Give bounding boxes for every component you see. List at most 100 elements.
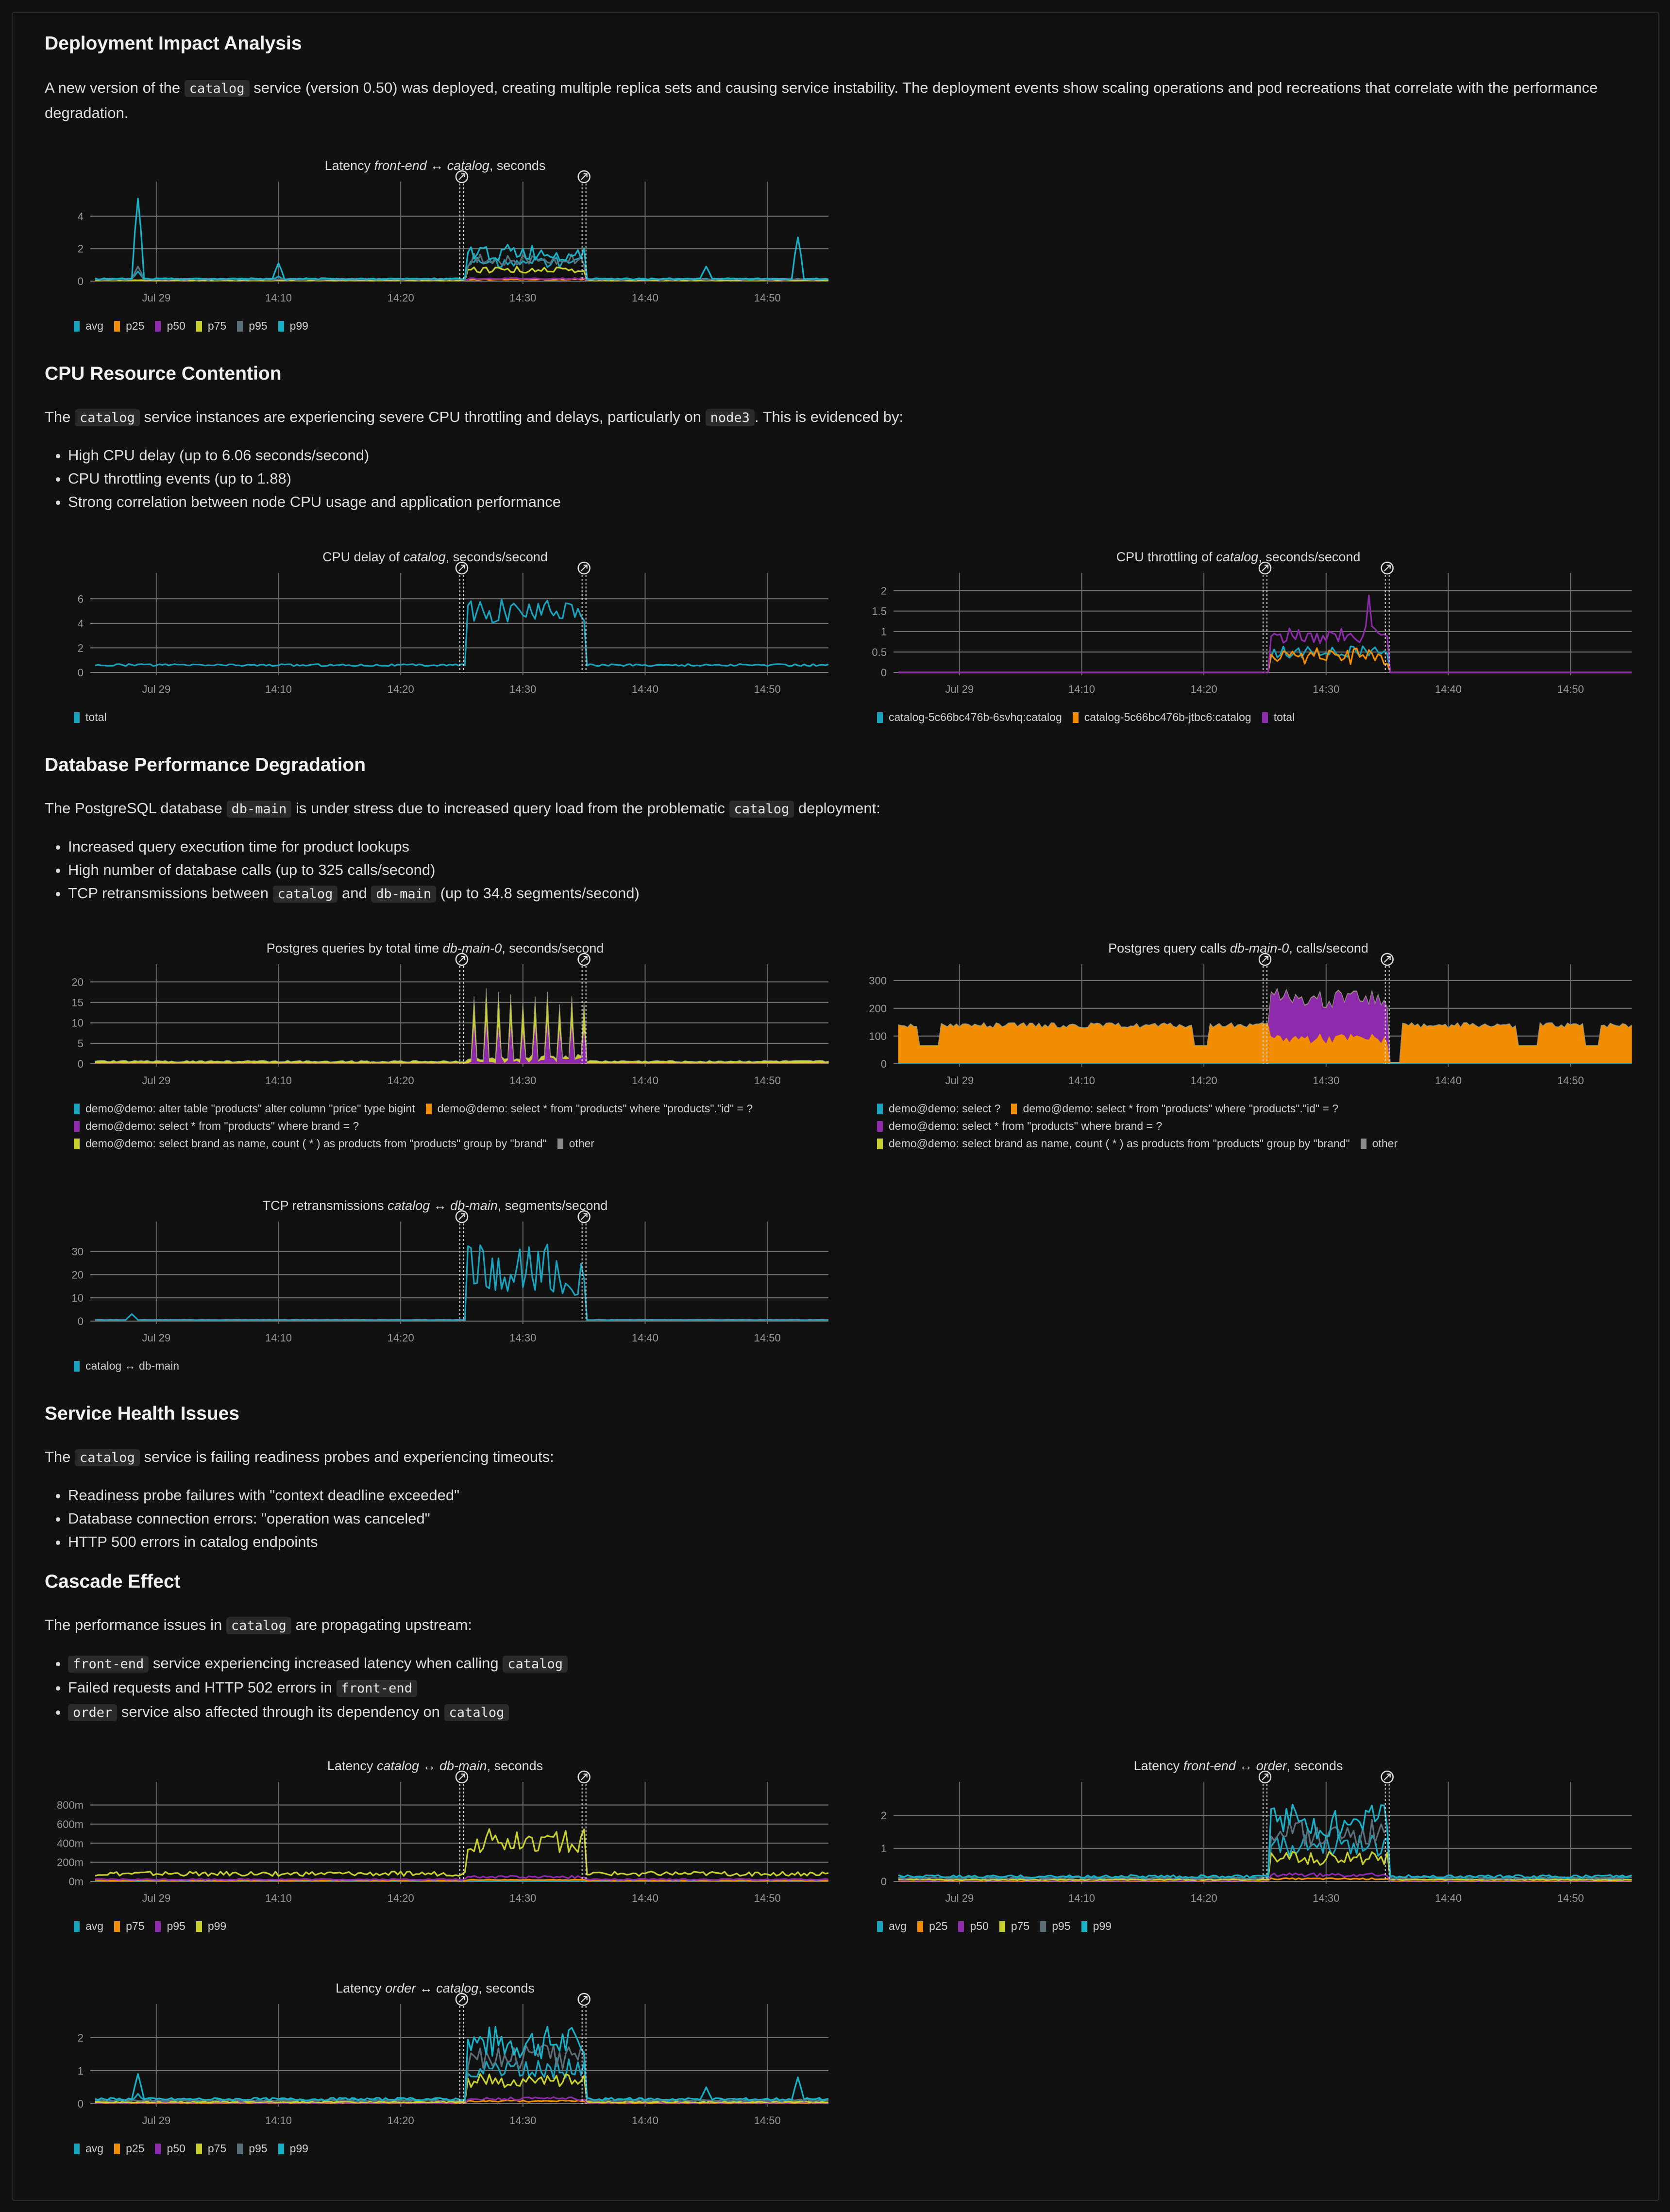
legend-swatch bbox=[1081, 1921, 1087, 1932]
legend-item[interactable]: other bbox=[1360, 1135, 1398, 1152]
legend-item[interactable]: p95 bbox=[237, 2140, 268, 2157]
deploy-event-icon[interactable] bbox=[455, 561, 469, 575]
legend-item[interactable]: total bbox=[74, 708, 106, 726]
legend-item[interactable]: p75 bbox=[114, 1917, 144, 1935]
chart-svg: 0 100 200 300 Jul 29 14:10 14:20 14:30 14:40 14:5… bbox=[869, 953, 1632, 1087]
legend-item[interactable]: other bbox=[557, 1135, 594, 1152]
deploy-event-icon[interactable] bbox=[1381, 1770, 1394, 1784]
x-tick-label: 14:20 bbox=[388, 292, 414, 304]
legend-swatch bbox=[877, 1121, 883, 1132]
chart-title: CPU delay of catalog, seconds/second bbox=[322, 550, 548, 564]
deploy-event-icon[interactable] bbox=[1381, 953, 1394, 966]
deploy-event-icon[interactable] bbox=[577, 561, 590, 575]
legend-item[interactable]: p95 bbox=[155, 1917, 186, 1935]
cascade-paragraph: The performance issues in catalog are pr… bbox=[45, 1616, 472, 1634]
legend-item[interactable]: p50 bbox=[155, 2140, 186, 2157]
x-tick-label: Jul 29 bbox=[945, 1892, 974, 1904]
legend-item[interactable]: avg bbox=[74, 1917, 103, 1935]
legend-label: demo@demo: select brand as name, count (… bbox=[85, 1137, 547, 1150]
deployment-paragraph: A new version of the catalog service (ve… bbox=[45, 79, 1598, 121]
code-catalog: catalog bbox=[503, 1656, 568, 1673]
x-tick-label: 14:50 bbox=[754, 1074, 781, 1087]
series-line bbox=[898, 1804, 1632, 1879]
legend-item[interactable]: total bbox=[1262, 708, 1295, 726]
deploy-event-icon[interactable] bbox=[577, 170, 590, 184]
chart-legend: demo@demo: alter table "products" alter … bbox=[74, 1100, 822, 1152]
legend-label: p25 bbox=[126, 319, 145, 332]
legend-item[interactable]: p95 bbox=[237, 317, 268, 335]
legend-item[interactable]: avg bbox=[74, 317, 103, 335]
deploy-event-icon[interactable] bbox=[1258, 953, 1272, 966]
x-tick-label: 14:10 bbox=[1068, 683, 1095, 695]
code-front-end: front-end bbox=[336, 1680, 417, 1697]
code-catalog: catalog bbox=[272, 886, 338, 903]
x-tick-label: 14:20 bbox=[1191, 683, 1217, 695]
x-tick-label: 14:40 bbox=[632, 1332, 658, 1344]
y-tick-label: 4 bbox=[78, 210, 84, 222]
legend-swatch bbox=[74, 1104, 80, 1114]
deploy-event-icon[interactable] bbox=[577, 1993, 590, 2006]
deploy-event-icon[interactable] bbox=[1258, 561, 1272, 575]
y-tick-label: 20 bbox=[72, 1269, 84, 1281]
legend-item[interactable]: p99 bbox=[278, 2140, 308, 2157]
legend-item[interactable]: p75 bbox=[196, 317, 226, 335]
x-tick-label: 14:40 bbox=[632, 292, 658, 304]
legend-item[interactable]: p50 bbox=[155, 317, 186, 335]
legend-label: avg bbox=[85, 1920, 104, 1932]
legend-item[interactable]: p25 bbox=[114, 2140, 144, 2157]
legend-item[interactable]: demo@demo: select ? bbox=[877, 1100, 1000, 1117]
deploy-event-icon[interactable] bbox=[577, 1210, 590, 1223]
legend-item[interactable]: demo@demo: select brand as name, count (… bbox=[74, 1135, 547, 1152]
x-tick-label: 14:30 bbox=[509, 2114, 536, 2127]
legend-item[interactable]: avg bbox=[877, 1917, 907, 1935]
deploy-event-icon[interactable] bbox=[455, 953, 469, 966]
y-tick-label: 5 bbox=[78, 1038, 84, 1050]
legend-item[interactable]: demo@demo: select * from "products" wher… bbox=[74, 1117, 359, 1135]
legend-item[interactable]: p99 bbox=[278, 317, 308, 335]
x-tick-label: 14:50 bbox=[754, 1332, 781, 1344]
list-item: order service also affected through its … bbox=[68, 1700, 568, 1725]
list-item: Readiness probe failures with "context d… bbox=[68, 1484, 459, 1507]
deploy-event-icon[interactable] bbox=[455, 170, 469, 184]
series-line bbox=[95, 198, 829, 281]
legend-item[interactable]: catalog-5c66bc476b-6svhq:catalog bbox=[877, 708, 1062, 726]
legend-item[interactable]: catalog ↔ db-main bbox=[74, 1357, 179, 1374]
legend-item[interactable]: p75 bbox=[999, 1917, 1029, 1935]
x-tick-label: 14:10 bbox=[265, 2114, 292, 2127]
legend-swatch bbox=[877, 1921, 883, 1932]
legend-item[interactable]: p25 bbox=[917, 1917, 947, 1935]
chart-svg: 0m 200m 400m 600m 800m Jul 29 14:10 14:20 14:30 1… bbox=[57, 1770, 829, 1904]
x-tick-label: 14:40 bbox=[632, 2114, 658, 2127]
chart-legend: avg p25 p50 p75 p95 p99 bbox=[74, 2140, 822, 2157]
series-line bbox=[95, 2073, 829, 2104]
deploy-event-icon[interactable] bbox=[455, 1210, 469, 1223]
list-item: Increased query execution time for produ… bbox=[68, 835, 640, 858]
legend-item[interactable]: demo@demo: select brand as name, count (… bbox=[877, 1135, 1350, 1152]
deploy-event-icon[interactable] bbox=[1258, 1770, 1272, 1784]
legend-item[interactable]: p95 bbox=[1040, 1917, 1071, 1935]
legend-item[interactable]: catalog-5c66bc476b-jtbc6:catalog bbox=[1072, 708, 1251, 726]
chart-legend: avg p25 p50 p75 p95 p99 bbox=[877, 1917, 1625, 1935]
legend-item[interactable]: avg bbox=[74, 2140, 103, 2157]
chart-postgres-queries-total-time: 0 5 10 15 20 Jul 29 14:10 14:20 14:30 14:40 14:50 P… bbox=[32, 941, 838, 1174]
deploy-event-icon[interactable] bbox=[1381, 561, 1394, 575]
x-tick-label: Jul 29 bbox=[142, 2114, 170, 2127]
deploy-event-icon[interactable] bbox=[577, 1770, 590, 1784]
legend-item[interactable]: p99 bbox=[196, 1917, 226, 1935]
legend-item[interactable]: demo@demo: select * from "products" wher… bbox=[877, 1117, 1162, 1135]
legend-item[interactable]: p75 bbox=[196, 2140, 226, 2157]
deploy-event-icon[interactable] bbox=[577, 953, 590, 966]
legend-swatch bbox=[1072, 712, 1079, 723]
legend-item[interactable]: p25 bbox=[114, 317, 144, 335]
deploy-event-icon[interactable] bbox=[455, 1993, 469, 2006]
legend-item[interactable]: p50 bbox=[958, 1917, 989, 1935]
legend-item[interactable]: p99 bbox=[1081, 1917, 1112, 1935]
legend-item[interactable]: demo@demo: select * from "products" wher… bbox=[425, 1100, 753, 1117]
x-tick-label: 14:20 bbox=[1191, 1892, 1217, 1904]
y-tick-label: 1.5 bbox=[872, 605, 887, 618]
legend-swatch bbox=[114, 1921, 120, 1932]
legend-item[interactable]: demo@demo: select * from "products" wher… bbox=[1011, 1100, 1338, 1117]
legend-swatch bbox=[74, 712, 80, 723]
deploy-event-icon[interactable] bbox=[455, 1770, 469, 1784]
legend-item[interactable]: demo@demo: alter table "products" alter … bbox=[74, 1100, 415, 1117]
